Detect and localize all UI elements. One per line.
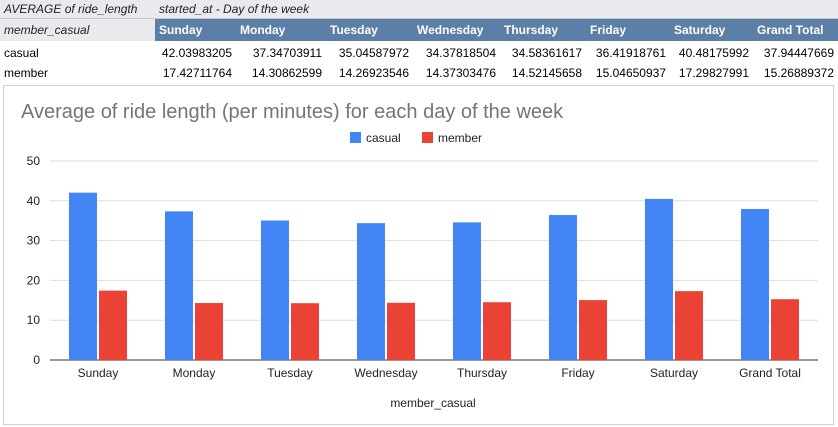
y-tick-label: 50: [27, 154, 41, 168]
pivot-cell[interactable]: 17.29827991: [678, 66, 749, 80]
pivot-column-header[interactable]: Thursday: [504, 23, 559, 37]
bar-member-grand-total[interactable]: [771, 299, 799, 360]
legend-label: casual: [366, 131, 401, 145]
bar-casual-saturday[interactable]: [645, 198, 673, 360]
x-axis: Sunday Monday Tuesday Wednesday Thursday Frid…: [78, 366, 801, 380]
bar-casual-friday[interactable]: [549, 215, 577, 360]
bar-casual-monday[interactable]: [165, 211, 193, 360]
pivot-cell[interactable]: 15.04650937: [595, 66, 666, 80]
bar-member-sunday[interactable]: [99, 290, 127, 360]
y-tick-label: 40: [27, 194, 41, 208]
pivot-cell[interactable]: 14.37303476: [425, 66, 496, 80]
pivot-cell[interactable]: 40.48175992: [678, 46, 749, 60]
pivot-row-field-label[interactable]: member_casual: [0, 19, 155, 41]
bar-casual-tuesday[interactable]: [261, 220, 289, 360]
y-tick-label: 10: [27, 313, 41, 327]
pivot-cell[interactable]: 42.03983205: [161, 46, 232, 60]
legend-item-member[interactable]: member: [422, 131, 482, 145]
pivot-cell[interactable]: 37.34703911: [252, 46, 322, 60]
pivot-row-label[interactable]: member: [4, 66, 49, 80]
pivot-column-header[interactable]: Tuesday: [330, 23, 378, 37]
x-axis-title: member_casual: [390, 396, 475, 410]
y-axis: 0 10 20 30 40 50: [27, 154, 41, 367]
pivot-cell[interactable]: 14.30862599: [251, 66, 322, 80]
pivot-column-header[interactable]: Grand Total: [757, 23, 824, 37]
bar-casual-grand-total[interactable]: [741, 208, 769, 360]
pivot-row-casual: casual 42.03983205 37.34703911 35.04587972…: [0, 44, 838, 63]
pivot-cell[interactable]: 14.26923546: [338, 66, 409, 80]
pivot-cell[interactable]: 34.37818504: [425, 46, 496, 60]
legend-swatch: [350, 132, 361, 143]
y-tick-label: 20: [27, 273, 41, 287]
pivot-title-row: AVERAGE of ride_length started_at - Day …: [0, 0, 838, 19]
x-tick-label: Thursday: [457, 366, 507, 380]
pivot-column-header[interactable]: Saturday: [674, 23, 726, 37]
chart-legend[interactable]: casual member: [350, 131, 482, 145]
bar-casual-sunday[interactable]: [69, 192, 97, 360]
pivot-value-field-label[interactable]: AVERAGE of ride_length: [4, 2, 138, 16]
chart-title: Average of ride length (per minutes) for…: [21, 101, 564, 123]
pivot-column-header[interactable]: Monday: [240, 23, 286, 37]
bar-member-friday[interactable]: [579, 300, 607, 360]
pivot-cell[interactable]: 14.52145658: [511, 66, 582, 80]
y-tick-label: 30: [27, 234, 41, 248]
bar-member-thursday[interactable]: [483, 302, 511, 360]
pivot-column-header[interactable]: Friday: [590, 23, 627, 37]
bar-member-tuesday[interactable]: [291, 303, 319, 360]
bar-chart[interactable]: Average of ride length (per minutes) for…: [3, 85, 834, 425]
legend-swatch: [422, 132, 433, 143]
pivot-row-label[interactable]: casual: [4, 46, 39, 60]
pivot-cell[interactable]: 36.41918761: [595, 46, 666, 60]
x-tick-label: Monday: [173, 366, 216, 380]
bar-casual-wednesday[interactable]: [357, 223, 385, 360]
legend-item-casual[interactable]: casual: [350, 131, 401, 145]
x-tick-label: Tuesday: [267, 366, 313, 380]
chart-canvas: Average of ride length (per minutes) for…: [21, 101, 818, 410]
chart-bars: [69, 192, 799, 360]
pivot-cell[interactable]: 17.42711764: [162, 66, 232, 80]
pivot-column-header[interactable]: Sunday: [159, 23, 203, 37]
pivot-cell[interactable]: 15.26889372: [763, 66, 834, 80]
pivot-header-row: member_casual Sunday Monday Tuesday Wednesd…: [0, 19, 838, 41]
x-tick-label: Friday: [561, 366, 594, 380]
bar-member-wednesday[interactable]: [387, 302, 415, 360]
bar-member-monday[interactable]: [195, 303, 223, 360]
x-tick-label: Grand Total: [739, 366, 801, 380]
pivot-cell[interactable]: 35.04587972: [338, 46, 409, 60]
bar-member-saturday[interactable]: [675, 291, 703, 360]
pivot-cell[interactable]: 37.94447669: [763, 46, 834, 60]
x-tick-label: Saturday: [650, 366, 698, 380]
legend-label: member: [438, 131, 482, 145]
pivot-column-header[interactable]: Wednesday: [417, 23, 484, 37]
pivot-column-field-label[interactable]: started_at - Day of the week: [159, 2, 310, 16]
bar-casual-thursday[interactable]: [453, 222, 481, 360]
pivot-row-member: member 17.42711764 14.30862599 14.26923546…: [0, 64, 838, 83]
pivot-cell[interactable]: 34.58361617: [511, 46, 582, 60]
x-tick-label: Wednesday: [354, 366, 417, 380]
y-tick-label: 0: [33, 353, 40, 367]
x-tick-label: Sunday: [78, 366, 119, 380]
